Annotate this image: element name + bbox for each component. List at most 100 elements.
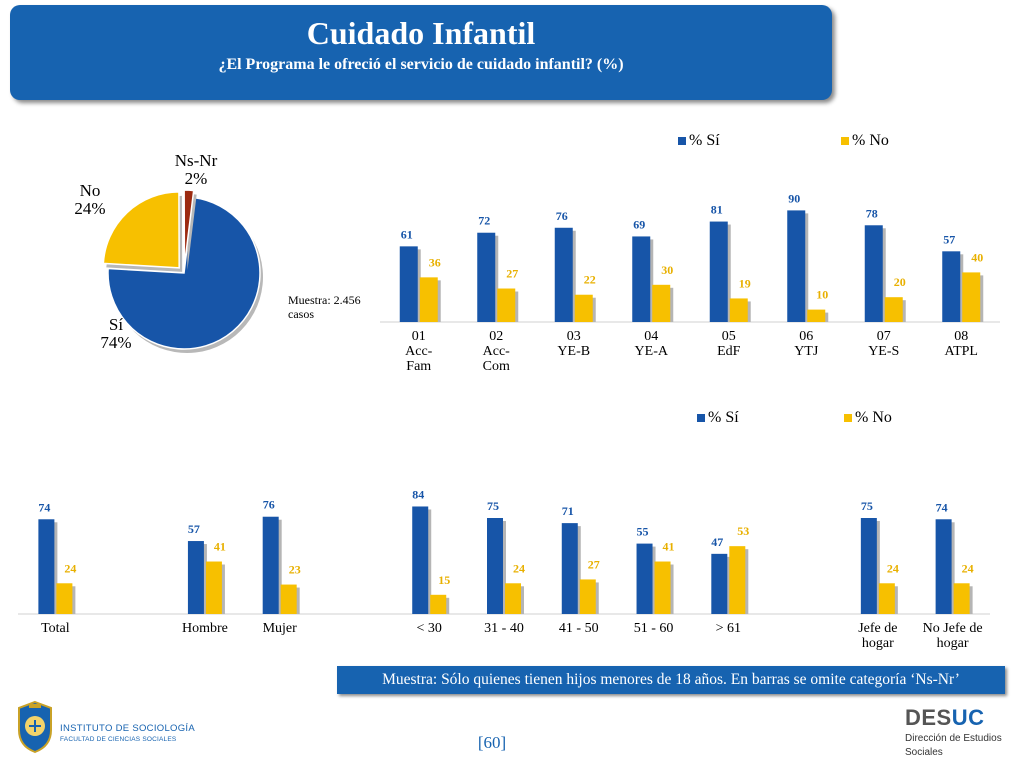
chart2-legend-swatch-si	[678, 137, 686, 145]
chart2-bar-no	[807, 309, 826, 322]
chart3-category-label: Jefe de hogar	[858, 621, 897, 651]
chart3-label-si: 47	[711, 535, 723, 549]
chart3-bar-si	[860, 518, 877, 614]
chart3-bar-si	[487, 518, 503, 614]
chart3-label-si: 75	[861, 499, 873, 513]
chart2-bar-no	[574, 294, 593, 322]
pie-label-s: Sí 74%	[100, 315, 131, 352]
chart2-category-label: 05 EdF	[717, 329, 741, 359]
chart3-category-label: > 61	[716, 621, 741, 636]
chart3-bar-no	[878, 583, 895, 614]
chart3-bar-si	[935, 519, 952, 614]
chart2-category-label: 03 YE-B	[557, 329, 590, 359]
chart3-category-label: 51 - 60	[634, 621, 674, 636]
desuc-subtitle-1: Dirección de Estudios	[905, 733, 1002, 744]
chart2-label-no: 40	[971, 250, 983, 264]
chart2-legend-label-si: % Sí	[689, 132, 720, 149]
chart2-label-no: 10	[816, 288, 828, 302]
chart3-bar-no	[56, 583, 73, 614]
chart2-bar-no	[962, 272, 981, 322]
chart2-label-si: 78	[866, 206, 878, 220]
chart2-bar-si	[787, 210, 806, 322]
chart2-category-label: 04 YE-A	[635, 329, 669, 359]
chart3-label-no: 41	[663, 540, 675, 554]
pie-slice-nsnr	[183, 189, 195, 267]
chart2-bar-no	[729, 298, 748, 322]
chart3-bar-no	[280, 584, 297, 614]
page-number: [60]	[477, 733, 507, 752]
chart3-category-label: Hombre	[182, 621, 228, 636]
faculty-name: FACULTAD DE CIENCIAS SOCIALES	[60, 736, 177, 743]
pie-sample-annotation: Muestra: 2.456 casos	[288, 293, 361, 321]
pie-slice-no	[102, 191, 180, 269]
chart3-label-no: 27	[588, 557, 600, 571]
chart3-bar-no	[953, 583, 970, 614]
chart3-bar-no	[205, 561, 222, 614]
chart3-label-no: 41	[214, 540, 226, 554]
chart2-label-si: 81	[711, 203, 723, 217]
pie-slice-s	[107, 196, 261, 350]
chart2-bar-no	[884, 297, 903, 322]
chart3-category-label: < 30	[417, 621, 442, 636]
chart3-bar-si	[38, 519, 55, 614]
chart2-category-label: 02 Acc-Com	[483, 329, 511, 374]
chart3-label-si: 57	[188, 522, 200, 536]
chart3-bar-si	[262, 516, 279, 614]
chart2-category-label: 06 YTJ	[794, 329, 819, 359]
pie-label-no: No 24%	[74, 181, 105, 218]
chart2-label-si: 57	[943, 232, 955, 246]
institute-logo-text: INSTITUTO DE SOCIOLOGÍA FACULTAD DE CIEN…	[60, 723, 195, 743]
chart3-legend-swatch-no	[844, 414, 852, 422]
chart3-label-no: 53	[737, 524, 749, 538]
chart3-legend-label-no: % No	[855, 409, 892, 426]
pie-label-nsnr: Ns-Nr 2%	[175, 151, 218, 188]
chart3-bar-no	[505, 583, 521, 614]
institute-name: INSTITUTO DE SOCIOLOGÍA	[60, 723, 195, 734]
chart3-bar-si	[187, 541, 204, 614]
chart3-bar-no	[654, 561, 671, 614]
chart2-bar-si	[632, 236, 651, 322]
uc-seal-logo	[18, 700, 52, 754]
chart3-category-label: No Jefe de hogar	[923, 621, 983, 651]
chart3-bar-no	[729, 546, 746, 614]
chart2-legend-label-no: % No	[852, 132, 889, 149]
chart2-category-label: 01 Acc-Fam	[405, 329, 433, 374]
chart3-bar-si	[711, 553, 728, 614]
chart3-category-label: Mujer	[263, 621, 298, 636]
chart2-category-label: 08 ATPL	[945, 329, 978, 359]
chart2-bar-si	[942, 251, 961, 322]
chart3-label-si: 74	[38, 500, 50, 514]
chart3-legend-label-si: % Sí	[708, 409, 739, 426]
chart2-bar-si	[554, 227, 573, 322]
chart2-bar-si	[709, 221, 728, 322]
chart3-bar-no	[579, 579, 596, 614]
chart3-category-label: Total	[41, 621, 70, 636]
chart3-label-no: 23	[289, 563, 301, 577]
desuc-logo-uc: UC	[951, 705, 985, 730]
chart2-bar-si	[477, 232, 496, 322]
chart3-category-label: 31 - 40	[484, 621, 524, 636]
chart3-label-no: 24	[887, 561, 899, 575]
chart2-category-label: 07 YE-S	[868, 329, 899, 359]
chart3-label-no: 24	[64, 561, 76, 575]
chart2-label-no: 36	[429, 255, 441, 269]
sample-note: Muestra: Sólo quienes tienen hijos menor…	[337, 666, 1005, 694]
chart2-label-si: 61	[401, 227, 413, 241]
chart2-label-no: 20	[894, 275, 906, 289]
desuc-logo-des: DES	[905, 705, 952, 730]
chart2-label-no: 27	[506, 267, 518, 281]
chart3-legend-swatch-si	[697, 414, 705, 422]
chart2-bar-no	[497, 288, 516, 322]
chart2-bar-si	[864, 225, 883, 322]
chart2-label-no: 19	[739, 276, 751, 290]
title-banner: Cuidado Infantil ¿El Programa le ofreció…	[10, 5, 832, 100]
chart3-bar-no	[430, 594, 447, 614]
chart2-label-no: 22	[584, 273, 596, 287]
chart3-bar-si	[412, 506, 429, 614]
page-subtitle: ¿El Programa le ofreció el servicio de c…	[218, 56, 624, 73]
chart2-bar-no	[652, 284, 671, 322]
chart2-label-no: 30	[661, 263, 673, 277]
chart3-bar-si	[561, 523, 578, 614]
chart3-label-no: 15	[438, 573, 450, 587]
chart2-label-si: 69	[633, 217, 645, 231]
